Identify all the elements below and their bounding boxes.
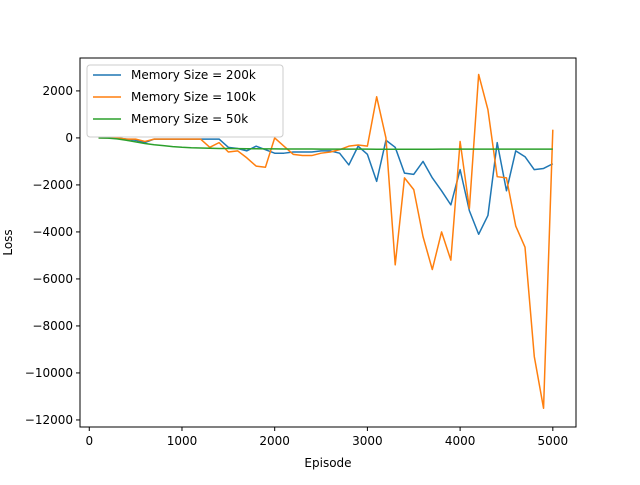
y-tick-label: −6000 [32, 272, 73, 286]
series-line-2 [98, 73, 554, 409]
y-tick-label: 0 [65, 131, 73, 145]
legend-label: Memory Size = 100k [131, 90, 256, 104]
legend-label: Memory Size = 50k [131, 112, 248, 126]
x-tick-label: 0 [85, 434, 93, 448]
x-tick-label: 3000 [352, 434, 383, 448]
y-tick-label: −2000 [32, 178, 73, 192]
legend-label: Memory Size = 200k [131, 68, 256, 82]
series-layer [98, 73, 554, 409]
series-line-3 [98, 137, 553, 150]
x-tick-label: 2000 [259, 434, 290, 448]
y-tick-label: −12000 [25, 413, 73, 427]
x-axis: 0 1000 2000 3000 4000 5000 [85, 427, 568, 448]
y-axis-title: Loss [1, 229, 15, 255]
legend-box [86, 64, 284, 138]
legend: Memory Size = 200k Memory Size = 100k Memo… [86, 64, 284, 138]
y-axis: −12000 −10000 −8000 −6000 −4000 −2000 0 2000 [25, 84, 80, 427]
y-tick-label: −8000 [32, 319, 73, 333]
x-axis-title: Episode [304, 456, 351, 470]
y-tick-label: −10000 [25, 366, 73, 380]
x-tick-label: 5000 [538, 434, 569, 448]
x-tick-label: 1000 [167, 434, 198, 448]
x-tick-label: 4000 [445, 434, 476, 448]
plot-frame [79, 57, 577, 428]
y-tick-label: −4000 [32, 225, 73, 239]
y-tick-label: 2000 [42, 84, 73, 98]
